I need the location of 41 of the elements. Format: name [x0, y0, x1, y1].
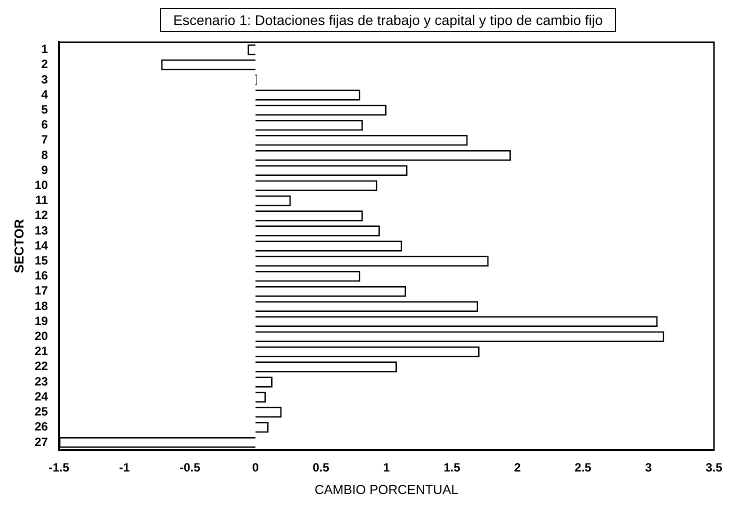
y-tick-label: 4	[41, 87, 48, 102]
y-tick-label: 12	[34, 208, 48, 222]
x-tick-label: 2.5	[574, 460, 592, 475]
x-tick-label: -1.5	[48, 460, 70, 475]
y-axis-title: SECTOR	[11, 218, 26, 274]
y-tick-label: 16	[34, 268, 48, 283]
y-tick-label: 6	[41, 118, 48, 132]
x-tick-label: 2	[514, 460, 522, 475]
y-tick-label: 5	[41, 102, 48, 116]
y-tick-label: 18	[34, 298, 48, 313]
y-tick-label: 8	[41, 148, 48, 162]
y-tick-label: 11	[35, 193, 48, 208]
y-tick-label: 2	[41, 57, 48, 72]
x-tick-label: 3	[645, 460, 652, 475]
y-tick-label: 20	[34, 329, 48, 344]
y-tick-label: 7	[41, 132, 48, 147]
y-tick-label: 9	[41, 162, 48, 177]
y-tick-label: 14	[34, 238, 48, 252]
chart-title: Escenario 1: Dotaciones fijas de trabajo y capital y tipo de cambio fijo	[160, 8, 616, 32]
y-tick-label: 24	[34, 389, 48, 404]
x-tick-label: 0.5	[312, 460, 330, 475]
x-tick-label: -1	[119, 460, 130, 475]
y-tick-label: 25	[34, 404, 48, 419]
y-tick-label: 1	[41, 42, 48, 56]
y-tick-label: 21	[34, 344, 48, 358]
y-tick-label: 22	[34, 359, 48, 374]
y-tick-label: 26	[34, 420, 48, 434]
y-tick-label: 10	[34, 178, 48, 192]
x-tick-label: 1	[383, 460, 390, 475]
x-tick-label: 3.5	[706, 460, 723, 475]
y-tick-label: 17	[34, 284, 48, 298]
y-tick-label: 13	[34, 223, 48, 238]
y-tick-label: 19	[34, 314, 48, 328]
y-tick-label: 15	[34, 254, 48, 268]
y-tick-label: 23	[34, 374, 48, 388]
x-tick-label: 0	[252, 460, 260, 475]
x-tick-label: -0.5	[180, 460, 201, 475]
y-tick-label: 27	[34, 434, 48, 449]
y-tick-label: 3	[41, 72, 48, 86]
x-tick-label: 1.5	[444, 460, 461, 475]
x-axis-title: CAMBIO PORCENTUAL	[314, 482, 458, 497]
